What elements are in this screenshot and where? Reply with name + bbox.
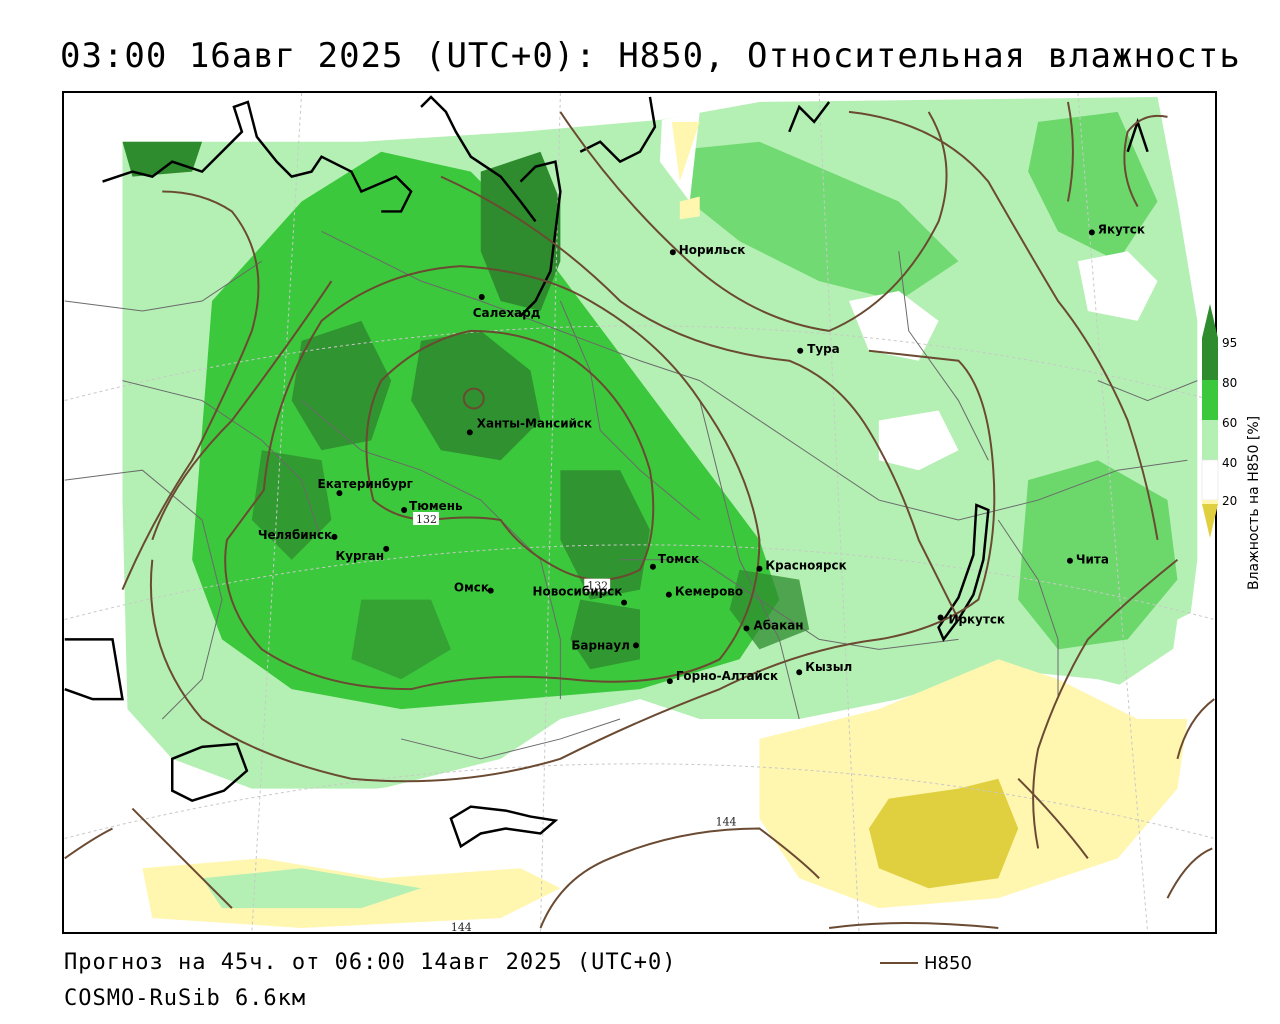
city-label: Иркутск [949, 612, 1006, 626]
humidity-field [64, 96, 1213, 931]
city-label: Барнаул [571, 638, 630, 652]
city-marker [756, 565, 763, 572]
city-label: Томск [658, 552, 699, 566]
city-label: Салехард [473, 306, 541, 320]
city-marker [336, 490, 343, 497]
colorbar-top-arrow [1202, 304, 1218, 338]
map-area: 132 132 144 144 Якутск Норильск Салехард… [62, 91, 1217, 934]
contour-labels: 132 132 144 144 [413, 512, 737, 932]
colorbar-band-60 [1202, 420, 1218, 460]
city-label: Норильск [679, 243, 746, 257]
city-marker [383, 545, 390, 552]
h850-contours [64, 101, 1215, 930]
colorbar-tick: 40 [1222, 456, 1238, 470]
city-marker [666, 678, 673, 685]
colorbar-band-80 [1202, 380, 1218, 420]
city-marker [478, 294, 485, 301]
city-marker [1088, 229, 1095, 236]
city-marker [665, 591, 672, 598]
contour-label: 132 [416, 513, 437, 526]
city-marker [743, 625, 750, 632]
city-marker [669, 249, 676, 256]
city-label: Екатеринбург [318, 477, 413, 491]
city-label: Якутск [1098, 222, 1145, 236]
city-label: Ханты-Мансийск [477, 416, 592, 430]
colorbar-band-40 [1201, 459, 1219, 501]
cities: Якутск Норильск Салехард Тура Ханты-Манс… [258, 222, 1145, 685]
legend-line-swatch [880, 962, 918, 964]
forecast-info: Прогноз на 45ч. от 06:00 14авг 2025 (UTC… [64, 950, 677, 975]
city-label: Челябинск [258, 528, 332, 542]
colorbar-tick: 80 [1222, 376, 1238, 390]
city-marker [466, 429, 473, 436]
city-label: Новосибирск [533, 585, 623, 599]
region-borders [64, 230, 1198, 760]
city-label: Курган [335, 549, 384, 563]
city-marker [796, 669, 803, 676]
city-marker [649, 563, 656, 570]
city-label: Абакан [753, 618, 803, 632]
legend-line-label: H850 [924, 953, 972, 974]
city-label: Тура [807, 342, 840, 356]
contour-label: 132 [587, 580, 608, 593]
contour-label-box [584, 578, 611, 592]
colorbar-band-95 [1202, 338, 1218, 380]
colorbar-title: Влажность на H850 [%] [1246, 415, 1262, 590]
contour-label-box [413, 512, 439, 525]
city-marker [487, 587, 494, 594]
colorbar [1201, 304, 1219, 538]
city-marker [633, 642, 640, 649]
city-marker [331, 533, 338, 540]
city-label: Чита [1076, 553, 1109, 567]
city-label: Кемерово [675, 585, 743, 599]
city-marker [937, 614, 944, 621]
city-label: Омск [454, 581, 489, 595]
colorbar-tick: 60 [1222, 416, 1238, 430]
colorbar-tick: 95 [1222, 336, 1238, 350]
colorbar-bottom-arrow [1202, 504, 1218, 538]
colorbar-band-20 [1202, 500, 1218, 504]
model-name: COSMO-RuSib 6.6км [64, 986, 307, 1011]
city-label: Горно-Алтайск [676, 669, 778, 683]
city-marker [797, 347, 804, 354]
city-label: Тюмень [409, 499, 463, 513]
city-marker [1066, 557, 1073, 564]
colorbar-tick: 20 [1222, 494, 1238, 508]
map-title: 03:00 16авг 2025 (UTC+0): H850, Относите… [60, 36, 1241, 76]
city-label: Кызыл [805, 660, 852, 674]
contour-label: 144 [716, 816, 737, 829]
city-label: Красноярск [765, 559, 846, 573]
city-marker [621, 599, 628, 606]
contour-label: 144 [451, 921, 472, 932]
city-marker [401, 507, 408, 513]
